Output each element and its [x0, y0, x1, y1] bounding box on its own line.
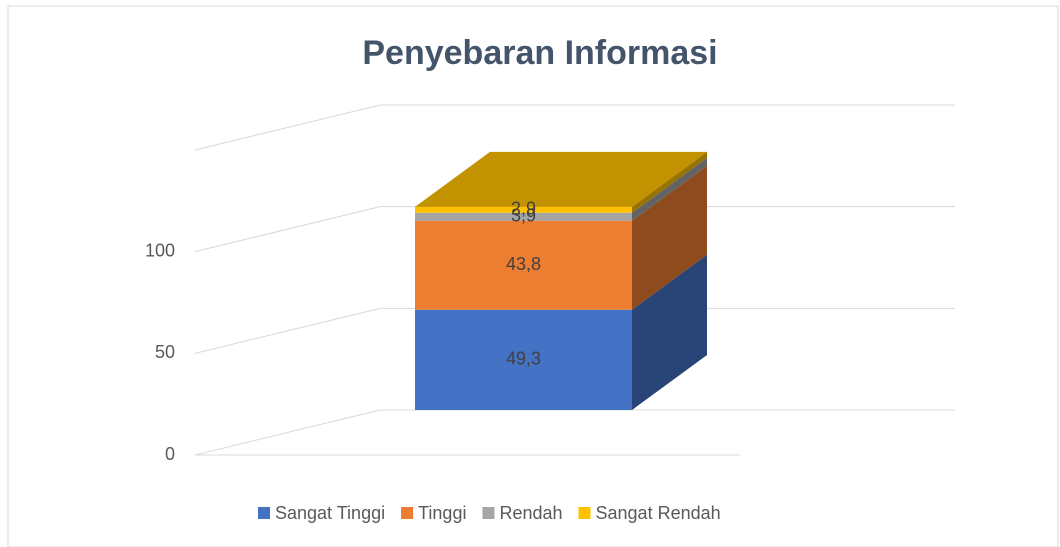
bar-segment: [415, 309, 632, 410]
legend-label: Tinggi: [418, 503, 466, 523]
bar-side: [632, 151, 707, 213]
legend-swatch: [258, 507, 270, 519]
y-tick-label: 0: [165, 444, 175, 464]
grid-line: [194, 104, 381, 151]
legend-label: Sangat Rendah: [596, 503, 721, 523]
bar-side: [632, 157, 707, 221]
bar-segment: [415, 212, 632, 221]
bar-segment: [415, 220, 632, 310]
data-label: 2,9: [511, 199, 536, 219]
chart-title: Penyebaran Informasi: [362, 34, 717, 72]
data-label: 43,8: [506, 254, 541, 274]
bar-side: [632, 254, 707, 410]
bar-segment: [415, 206, 632, 213]
bar-top: [415, 151, 707, 207]
y-tick-label: 100: [145, 240, 175, 260]
data-label: 49,3: [506, 349, 541, 369]
bar-side: [632, 165, 707, 310]
legend-swatch: [578, 507, 591, 519]
grid-line: [194, 307, 381, 354]
legend-label: Rendah: [499, 503, 562, 523]
legend-swatch: [401, 507, 414, 519]
legend-swatch: [482, 507, 495, 519]
grid-line: [194, 409, 381, 456]
grid-line: [194, 206, 381, 253]
y-tick-label: 50: [155, 342, 175, 362]
data-label: 3,9: [511, 205, 536, 225]
legend-label: Sangat Tinggi: [275, 503, 385, 523]
